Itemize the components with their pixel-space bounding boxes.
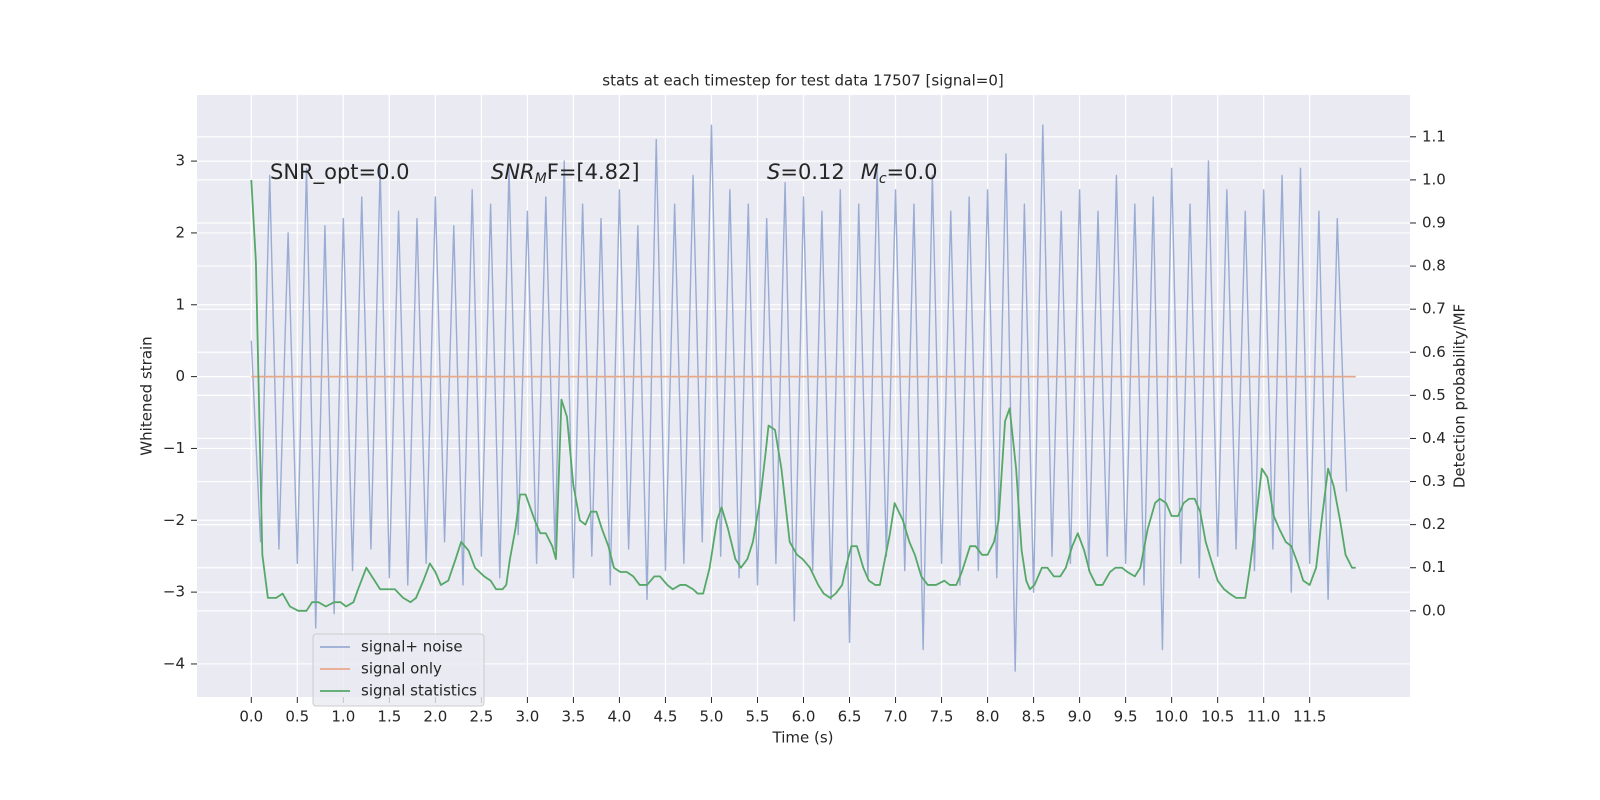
y2-tick-label: 0.7 — [1422, 300, 1446, 318]
y-axis-label: Whitened strain — [138, 336, 156, 455]
x-tick-label: 9.5 — [1114, 708, 1138, 726]
annotation: SNRMF=[4.82] — [491, 160, 640, 187]
x-tick-label: 1.5 — [377, 708, 401, 726]
x-tick-label: 4.5 — [654, 708, 678, 726]
x-tick-label: 10.0 — [1155, 708, 1188, 726]
x-tick-label: 3.0 — [515, 708, 539, 726]
y-tick-label: −2 — [163, 511, 185, 529]
legend-label: signal only — [361, 660, 442, 678]
legend-label: signal statistics — [361, 682, 477, 700]
series-line — [250, 124, 1348, 672]
y2-tick-label: 0.2 — [1422, 515, 1446, 533]
x-tick-label: 9.0 — [1068, 708, 1092, 726]
x-tick-label: 10.5 — [1201, 708, 1234, 726]
annotation-part: SNR — [491, 160, 535, 184]
x-tick-label: 7.0 — [884, 708, 908, 726]
y2-tick-label: 0.4 — [1422, 429, 1446, 447]
x-tick-label: 1.0 — [331, 708, 355, 726]
chart-title: stats at each timestep for test data 175… — [602, 72, 1003, 90]
x-tick-label: 3.5 — [561, 708, 585, 726]
y-tick-label: −3 — [163, 583, 185, 601]
annotation-part: F=[4.82] — [547, 160, 640, 184]
y2-axis-label: Detection probability/MF — [1451, 304, 1469, 488]
y2-tick-label: 0.5 — [1422, 386, 1446, 404]
annotation-part: SNR_opt=0.0 — [270, 160, 410, 185]
legend-label: signal+ noise — [361, 638, 463, 656]
x-tick-label: 7.5 — [930, 708, 954, 726]
x-axis-label: Time (s) — [772, 729, 834, 747]
x-tick-label: 6.0 — [792, 708, 816, 726]
x-tick-label: 8.5 — [1022, 708, 1046, 726]
x-tick-label: 5.0 — [700, 708, 724, 726]
annotation-part: S — [767, 160, 780, 184]
x-tick-label: 2.0 — [423, 708, 447, 726]
annotation-part: =0.12 — [780, 160, 844, 184]
annotation-part: =0.0 — [887, 160, 938, 184]
y-tick-label: 3 — [175, 152, 185, 170]
y-tick-label: −4 — [163, 654, 185, 672]
y2-tick-label: 0.9 — [1422, 213, 1446, 231]
y2-tick-label: 0.0 — [1422, 601, 1446, 619]
y-tick-label: 1 — [175, 295, 185, 313]
y2-tick-label: 0.8 — [1422, 257, 1446, 275]
x-tick-label: 0.0 — [239, 708, 263, 726]
series-line — [250, 179, 1356, 612]
x-tick-label: 2.5 — [469, 708, 493, 726]
y-tick-label: 0 — [175, 367, 185, 385]
y-tick-label: 2 — [175, 223, 185, 241]
y2-tick-label: 0.3 — [1422, 472, 1446, 490]
annotation: SNR_opt=0.0 — [270, 160, 410, 185]
x-tick-label: 5.5 — [746, 708, 770, 726]
y2-tick-label: 0.1 — [1422, 558, 1446, 576]
x-tick-label: 11.5 — [1293, 708, 1326, 726]
annotation-part: M — [535, 171, 547, 187]
annotation: S=0.12 Mc=0.0 — [767, 160, 938, 187]
x-tick-label: 11.0 — [1247, 708, 1280, 726]
x-tick-label: 4.0 — [608, 708, 632, 726]
y2-tick-label: 0.6 — [1422, 343, 1446, 361]
annotation-part: c — [879, 171, 887, 187]
y2-tick-label: 1.0 — [1422, 170, 1446, 188]
x-tick-label: 6.5 — [838, 708, 862, 726]
legend-box — [312, 633, 485, 707]
annotation-part: M — [861, 160, 879, 184]
x-tick-label: 0.5 — [285, 708, 309, 726]
x-tick-label: 8.0 — [976, 708, 1000, 726]
y-tick-label: −1 — [163, 439, 185, 457]
y2-tick-label: 1.1 — [1422, 127, 1446, 145]
